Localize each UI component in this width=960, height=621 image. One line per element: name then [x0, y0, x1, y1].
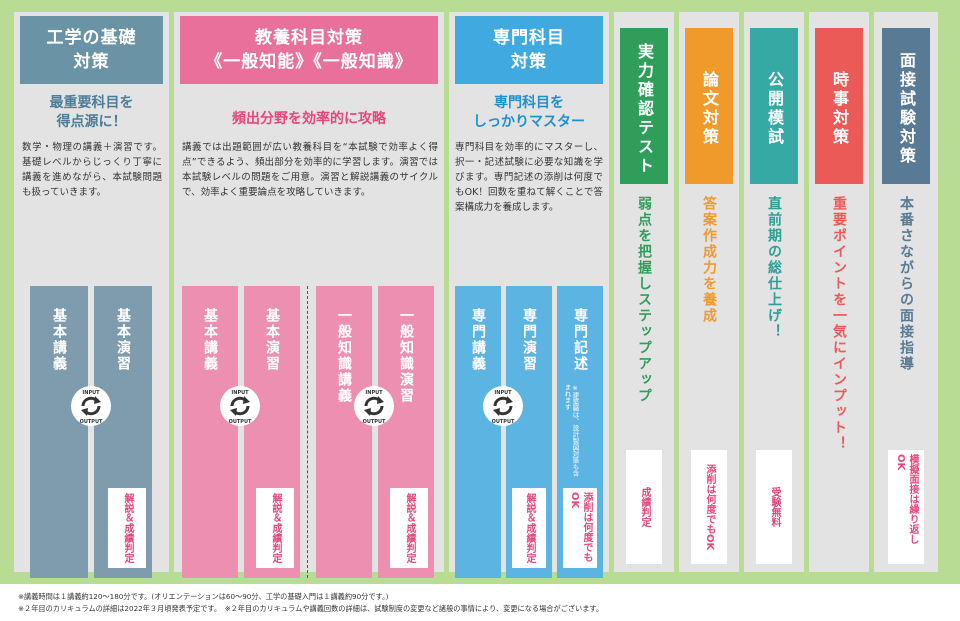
input-output-cycle-icon: INPUT OUTPUT	[220, 386, 260, 426]
engineering-description: 数学・物理の講義＋演習です。基礎レベルからじっくり丁寧に講義を進めながら、本試験…	[22, 142, 162, 198]
svg-text:INPUT: INPUT	[231, 390, 249, 396]
svg-text:INPUT: INPUT	[365, 390, 383, 396]
column-divider	[307, 286, 308, 578]
engineering-subtitle: 最重要科目を 得点源に！	[49, 95, 134, 130]
svg-text:OUTPUT: OUTPUT	[492, 419, 515, 425]
panel-current-affairs: 時事対策 重要ポイントを一気にインプット！	[809, 12, 869, 572]
specialty-subtitle: 専門科目を しっかりマスター	[473, 95, 585, 130]
specialty-title: 専門科目 対策	[455, 16, 603, 84]
input-output-cycle-icon: INPUT OUTPUT	[483, 386, 523, 426]
footer-note-2: ※２年目のカリキュラムの詳細は2022年３月頃発表予定です。 ※２年目のカリキュ…	[18, 604, 604, 613]
panel-liberal-arts: 教養科目対策 《一般知能》《一般知識》 頻出分野を効率的に攻略 講義では出題範囲…	[174, 12, 444, 578]
interview-title: 面接試験対策	[882, 28, 930, 184]
panel-practice-test: 実力確認テスト 弱点を把握しステップアップ 成績判定	[614, 12, 674, 572]
column-engineering-exercise: 基本演習 解説＆成績判定	[94, 286, 152, 578]
architecture-note: ※建築職は、設計製図対策も含まれます	[563, 384, 579, 477]
column-specialty-exercise: 専門演習 解説＆成績判定	[506, 286, 552, 578]
svg-text:INPUT: INPUT	[82, 390, 100, 396]
engineering-title: 工学の基礎 対策	[20, 16, 163, 84]
specialty-correction-box: 添削は何度でもOK	[563, 488, 597, 568]
panel-interview: 面接試験対策 本番さながらの面接指導 模擬面接は繰り返しOK	[874, 12, 938, 572]
mock-exam-subtitle: 直前期の総仕上げ！	[766, 196, 782, 340]
practice-test-subtitle: 弱点を把握しステップアップ	[636, 196, 652, 404]
liberal-arts-description: 講義では出題範囲が広い教養科目を“本試験で効率よく得点”できるよう、頻出部分を効…	[182, 142, 438, 198]
svg-text:OUTPUT: OUTPUT	[80, 419, 103, 425]
input-output-cycle-icon: INPUT OUTPUT	[354, 386, 394, 426]
specialty-result-box: 解説＆成績判定	[512, 488, 546, 568]
specialty-description: 専門科目を効率的にマスターし、択一・記述試験に必要な知識を学びます。専門記述の添…	[455, 142, 603, 213]
current-affairs-title: 時事対策	[815, 28, 863, 184]
footer-note-1: ※講義時間は１講義約120～180分です。(オリエンテーションは60～90分、工…	[18, 592, 389, 601]
engineering-result-box: 解説＆成績判定	[108, 488, 146, 568]
column-specialty-lecture: 専門講義	[455, 286, 501, 578]
input-output-cycle-icon: INPUT OUTPUT	[71, 386, 111, 426]
practice-test-box: 成績判定	[626, 450, 662, 564]
liberal-result-box: 解説＆成績判定	[256, 488, 294, 568]
panel-engineering: 工学の基礎 対策 最重要科目を 得点源に！ 数学・物理の講義＋演習です。基礎レベ…	[14, 12, 169, 578]
practice-test-title: 実力確認テスト	[620, 28, 668, 184]
current-affairs-subtitle: 重要ポイントを一気にインプット！	[831, 196, 847, 452]
column-general-knowledge-exercise: 一般知識演習 解説＆成績判定	[378, 286, 434, 578]
essay-subtitle: 答案作成力を養成	[701, 196, 717, 324]
essay-box: 添削は何度でもOK	[691, 450, 727, 564]
panel-essay: 論文対策 答案作成力を養成 添削は何度でもOK	[679, 12, 739, 572]
column-general-knowledge-lecture: 一般知識講義	[316, 286, 372, 578]
panel-mock-exam: 公開模試 直前期の総仕上げ！ 受験無料	[744, 12, 804, 572]
column-engineering-lecture: 基本講義	[30, 286, 88, 578]
column-liberal-lecture: 基本講義	[182, 286, 238, 578]
column-liberal-exercise: 基本演習 解説＆成績判定	[244, 286, 300, 578]
svg-text:OUTPUT: OUTPUT	[229, 419, 252, 425]
general-knowledge-result-box: 解説＆成績判定	[390, 488, 428, 568]
curriculum-frame: 工学の基礎 対策 最重要科目を 得点源に！ 数学・物理の講義＋演習です。基礎レベ…	[0, 0, 960, 584]
essay-title: 論文対策	[685, 28, 733, 184]
svg-text:INPUT: INPUT	[494, 390, 512, 396]
liberal-arts-title: 教養科目対策 《一般知能》《一般知識》	[180, 16, 438, 84]
liberal-arts-subtitle: 頻出分野を効率的に攻略	[232, 111, 386, 127]
panel-specialty: 専門科目 対策 専門科目を しっかりマスター 専門科目を効率的にマスターし、択一…	[449, 12, 609, 578]
svg-text:OUTPUT: OUTPUT	[363, 419, 386, 425]
mock-exam-box: 受験無料	[756, 450, 792, 564]
mock-exam-title: 公開模試	[750, 28, 798, 184]
interview-box: 模擬面接は繰り返しOK	[888, 450, 924, 564]
interview-subtitle: 本番さながらの面接指導	[898, 196, 914, 372]
column-specialty-essay: 専門記述 ※建築職は、設計製図対策も含まれます 添削は何度でもOK	[557, 286, 603, 578]
